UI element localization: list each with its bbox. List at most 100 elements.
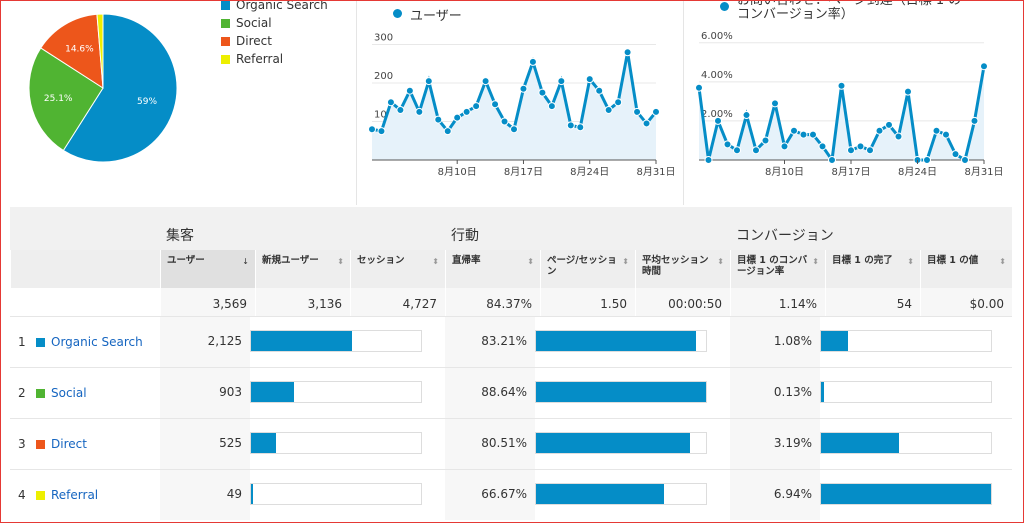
- header-sessions[interactable]: セッション ⬍: [350, 250, 445, 288]
- channel-link[interactable]: Social: [51, 386, 87, 400]
- x-tick-label: 8月10日: [765, 166, 804, 178]
- pie-slice-1[interactable]: [28, 47, 104, 152]
- data-point[interactable]: [528, 57, 537, 66]
- data-point[interactable]: [818, 142, 827, 151]
- data-point[interactable]: [828, 156, 836, 164]
- legend-item-referral[interactable]: Referral: [221, 50, 328, 68]
- total-goal-value: $0.00: [920, 288, 1012, 316]
- data-point[interactable]: [547, 102, 556, 111]
- data-point[interactable]: [837, 81, 846, 90]
- data-point[interactable]: [894, 132, 903, 141]
- data-point[interactable]: [386, 98, 395, 107]
- data-point[interactable]: [780, 142, 789, 151]
- data-point[interactable]: [633, 107, 642, 116]
- data-point[interactable]: [443, 127, 452, 136]
- pie-slice-3[interactable]: [96, 13, 104, 89]
- data-point[interactable]: [434, 115, 443, 124]
- data-point[interactable]: [904, 87, 912, 96]
- channel-link[interactable]: Organic Search: [51, 335, 143, 349]
- data-point[interactable]: [614, 98, 623, 107]
- data-point[interactable]: [932, 126, 941, 135]
- data-point[interactable]: [885, 120, 893, 129]
- data-point[interactable]: [576, 123, 585, 132]
- series-dot: [393, 9, 402, 18]
- data-point[interactable]: [510, 125, 518, 134]
- legend-item-organic[interactable]: Organic Search: [221, 0, 328, 14]
- data-point[interactable]: [733, 146, 741, 155]
- header-users[interactable]: ユーザー ↓: [160, 250, 255, 288]
- data-point[interactable]: [491, 100, 500, 109]
- users-series-legend[interactable]: ユーザー: [393, 5, 462, 24]
- data-point[interactable]: [604, 105, 613, 114]
- data-point[interactable]: [481, 77, 490, 86]
- pie-slice-2[interactable]: [40, 13, 104, 89]
- data-point[interactable]: [970, 116, 979, 125]
- data-point[interactable]: [453, 113, 462, 122]
- data-point[interactable]: [799, 130, 808, 139]
- data-point[interactable]: [396, 105, 405, 114]
- header-pages-per-session[interactable]: ページ/セッション ⬍: [540, 250, 635, 288]
- data-point[interactable]: [424, 77, 433, 86]
- y-tick-label: 100: [374, 110, 393, 121]
- data-point[interactable]: [942, 130, 950, 139]
- data-point[interactable]: [538, 88, 547, 97]
- channel-link[interactable]: Referral: [51, 488, 99, 502]
- data-point[interactable]: [742, 111, 751, 120]
- header-bounce-rate[interactable]: 直帰率 ⬍: [445, 250, 540, 288]
- data-point[interactable]: [595, 86, 604, 95]
- channel-link[interactable]: Direct: [51, 437, 87, 451]
- data-point[interactable]: [368, 125, 376, 134]
- data-point[interactable]: [566, 121, 575, 130]
- data-point[interactable]: [761, 136, 770, 145]
- row-bounce-bar: [535, 470, 730, 520]
- data-point[interactable]: [377, 127, 386, 136]
- row-users-value: 49: [160, 470, 250, 520]
- data-point[interactable]: [585, 75, 594, 84]
- header-goal1-completions[interactable]: 目標 1 の完了 ⬍: [825, 250, 920, 288]
- sort-desc-icon: ↓: [242, 257, 249, 266]
- data-point[interactable]: [714, 116, 722, 125]
- conversion-series-legend[interactable]: お問い合わせ：ページ到達（目標 1 のコンバージョン率）: [720, 0, 970, 22]
- data-point[interactable]: [405, 86, 414, 95]
- data-point[interactable]: [790, 126, 798, 135]
- data-point[interactable]: [519, 84, 528, 93]
- row-conv-value: 3.19%: [730, 419, 820, 469]
- bar-fill: [251, 484, 254, 504]
- data-point[interactable]: [875, 126, 884, 135]
- data-point[interactable]: [415, 107, 424, 116]
- channel-table: 集客 行動 コンバージョン ユーザー ↓ 新規ユーザー ⬍ セッション ⬍ 直帰率 ⬍ …: [10, 207, 1012, 520]
- bar-track: [535, 381, 707, 403]
- header-avg-session-duration[interactable]: 平均セッション時間 ⬍: [635, 250, 730, 288]
- data-point[interactable]: [752, 146, 760, 155]
- header-new-users[interactable]: 新規ユーザー ⬍: [255, 250, 350, 288]
- data-point[interactable]: [462, 107, 471, 116]
- data-point[interactable]: [866, 146, 874, 155]
- total-completions: 54: [825, 288, 920, 316]
- data-point[interactable]: [472, 102, 481, 111]
- data-point[interactable]: [961, 156, 969, 164]
- bar-track: [820, 432, 992, 454]
- pie-slice-0[interactable]: [62, 13, 178, 163]
- data-point[interactable]: [923, 156, 931, 164]
- legend-item-social[interactable]: Social: [221, 14, 328, 32]
- data-point[interactable]: [695, 83, 703, 92]
- data-point[interactable]: [557, 77, 566, 86]
- bar-track: [250, 432, 422, 454]
- x-tick-label: 8月17日: [504, 166, 543, 178]
- data-point[interactable]: [642, 119, 651, 128]
- data-point[interactable]: [980, 62, 988, 71]
- data-point[interactable]: [809, 130, 817, 139]
- data-point[interactable]: [704, 156, 713, 164]
- data-point[interactable]: [847, 146, 855, 155]
- data-point[interactable]: [771, 99, 779, 108]
- data-point[interactable]: [623, 48, 632, 57]
- data-point[interactable]: [856, 142, 865, 151]
- data-point[interactable]: [723, 140, 732, 149]
- sort-icon: ⬍: [907, 257, 914, 266]
- data-point[interactable]: [500, 117, 509, 126]
- header-goal1-value[interactable]: 目標 1 の値 ⬍: [920, 250, 1012, 288]
- data-point[interactable]: [951, 150, 960, 159]
- legend-item-direct[interactable]: Direct: [221, 32, 328, 50]
- data-point[interactable]: [652, 107, 660, 116]
- header-goal1-conv-rate[interactable]: 目標 1 のコンバージョン率 ⬍: [730, 250, 825, 288]
